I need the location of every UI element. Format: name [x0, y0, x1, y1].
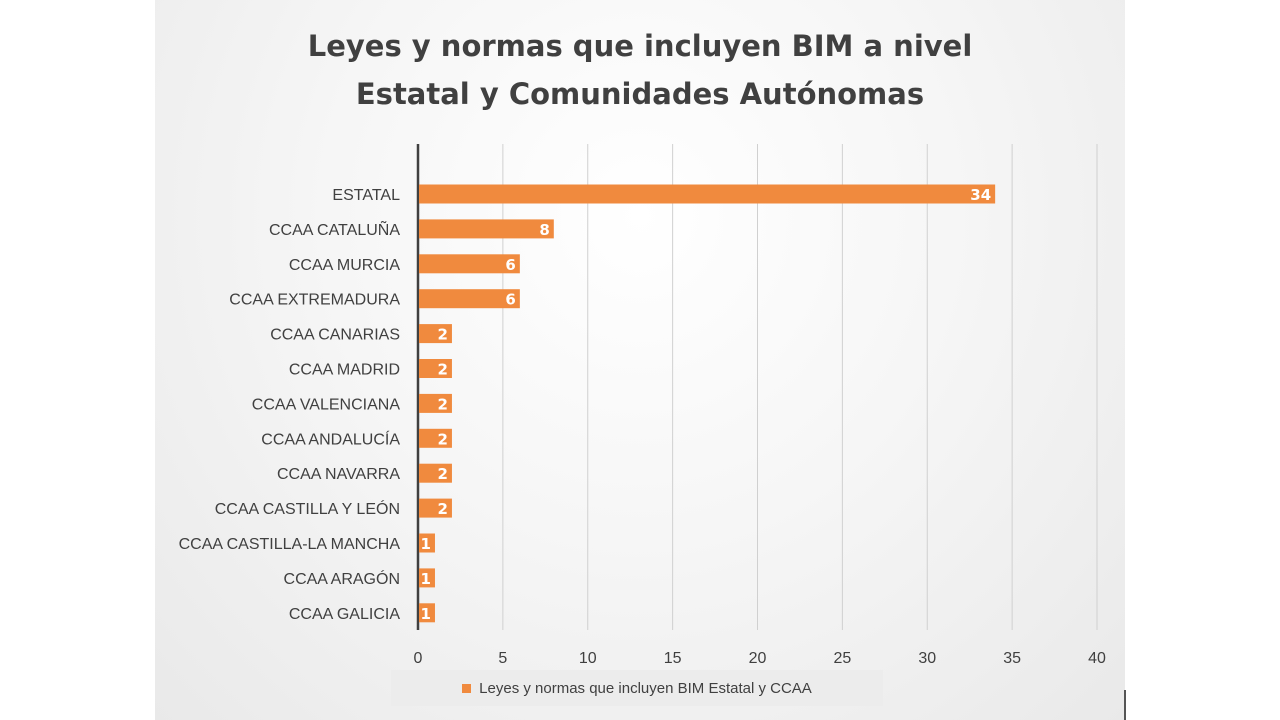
data-label-3: 6 [505, 256, 515, 274]
bar-1 [419, 184, 996, 204]
data-label-11: 1 [421, 535, 431, 553]
x-tick-label-25: 25 [833, 650, 851, 667]
data-label-7: 2 [438, 395, 448, 413]
bar-13 [419, 603, 435, 623]
data-label-9: 2 [438, 465, 448, 483]
data-label-6: 2 [438, 361, 448, 379]
bar-9 [419, 463, 452, 483]
bar-12 [419, 568, 435, 588]
data-label-2: 8 [539, 221, 549, 239]
chart-title-line-1: Leyes y normas que incluyen BIM a nivel [307, 29, 973, 63]
chart-legend: Leyes y normas que incluyen BIM Estatal … [391, 670, 883, 706]
category-label-10: CCAA CASTILLA Y LEÓN [215, 499, 400, 518]
chart-title-line-2: Estatal y Comunidades Autónomas [355, 77, 925, 111]
bar-3 [419, 254, 520, 274]
legend-label: Leyes y normas que incluyen BIM Estatal … [479, 679, 812, 697]
x-tick-label-15: 15 [664, 650, 682, 667]
bar-7 [419, 393, 452, 413]
edge-mark [1124, 690, 1126, 720]
bar-5 [419, 324, 452, 344]
bar-11 [419, 533, 435, 553]
data-label-5: 2 [438, 326, 448, 344]
x-tick-label-40: 40 [1088, 650, 1106, 667]
slide-background: Leyes y normas que incluyen BIM a nivel … [155, 0, 1125, 720]
bar-4 [419, 289, 520, 309]
chart-title: Leyes y normas que incluyen BIM a nivel … [155, 22, 1125, 118]
x-tick-label-0: 0 [414, 650, 423, 667]
category-label-9: CCAA NAVARRA [277, 466, 400, 483]
bar-6 [419, 359, 452, 378]
bar-10 [419, 498, 452, 518]
bar-8 [419, 428, 452, 448]
category-label-12: CCAA ARAGÓN [284, 569, 400, 588]
data-label-1: 34 [970, 186, 991, 204]
category-label-13: CCAA GALICIA [289, 606, 400, 623]
category-label-4: CCAA EXTREMADURA [229, 292, 400, 309]
x-tick-label-20: 20 [749, 650, 767, 667]
x-tick-label-30: 30 [918, 650, 936, 667]
bar-chart: 0 5 10 15 20 25 30 35 40 ESTATAL 34 CCAA CATALUÑA 8 C… [179, 144, 1106, 667]
category-label-2: CCAA CATALUÑA [269, 219, 400, 239]
data-label-12: 1 [421, 570, 431, 588]
x-tick-label-35: 35 [1003, 650, 1021, 667]
legend-swatch [462, 683, 472, 693]
category-label-7: CCAA VALENCIANA [252, 396, 401, 413]
category-label-6: CCAA MADRID [289, 362, 400, 379]
x-tick-label-10: 10 [579, 650, 597, 667]
data-label-8: 2 [438, 430, 448, 448]
bar-2 [419, 219, 554, 239]
data-label-4: 6 [505, 291, 515, 309]
category-label-11: CCAA CASTILLA-LA MANCHA [179, 536, 401, 553]
category-label-8: CCAA ANDALUCÍA [261, 429, 400, 448]
data-label-13: 1 [421, 605, 431, 623]
category-label-5: CCAA CANARIAS [270, 327, 400, 344]
data-label-10: 2 [438, 500, 448, 518]
category-label-1: ESTATAL [332, 187, 400, 204]
category-label-3: CCAA MURCIA [289, 257, 400, 274]
x-tick-label-5: 5 [498, 650, 507, 667]
